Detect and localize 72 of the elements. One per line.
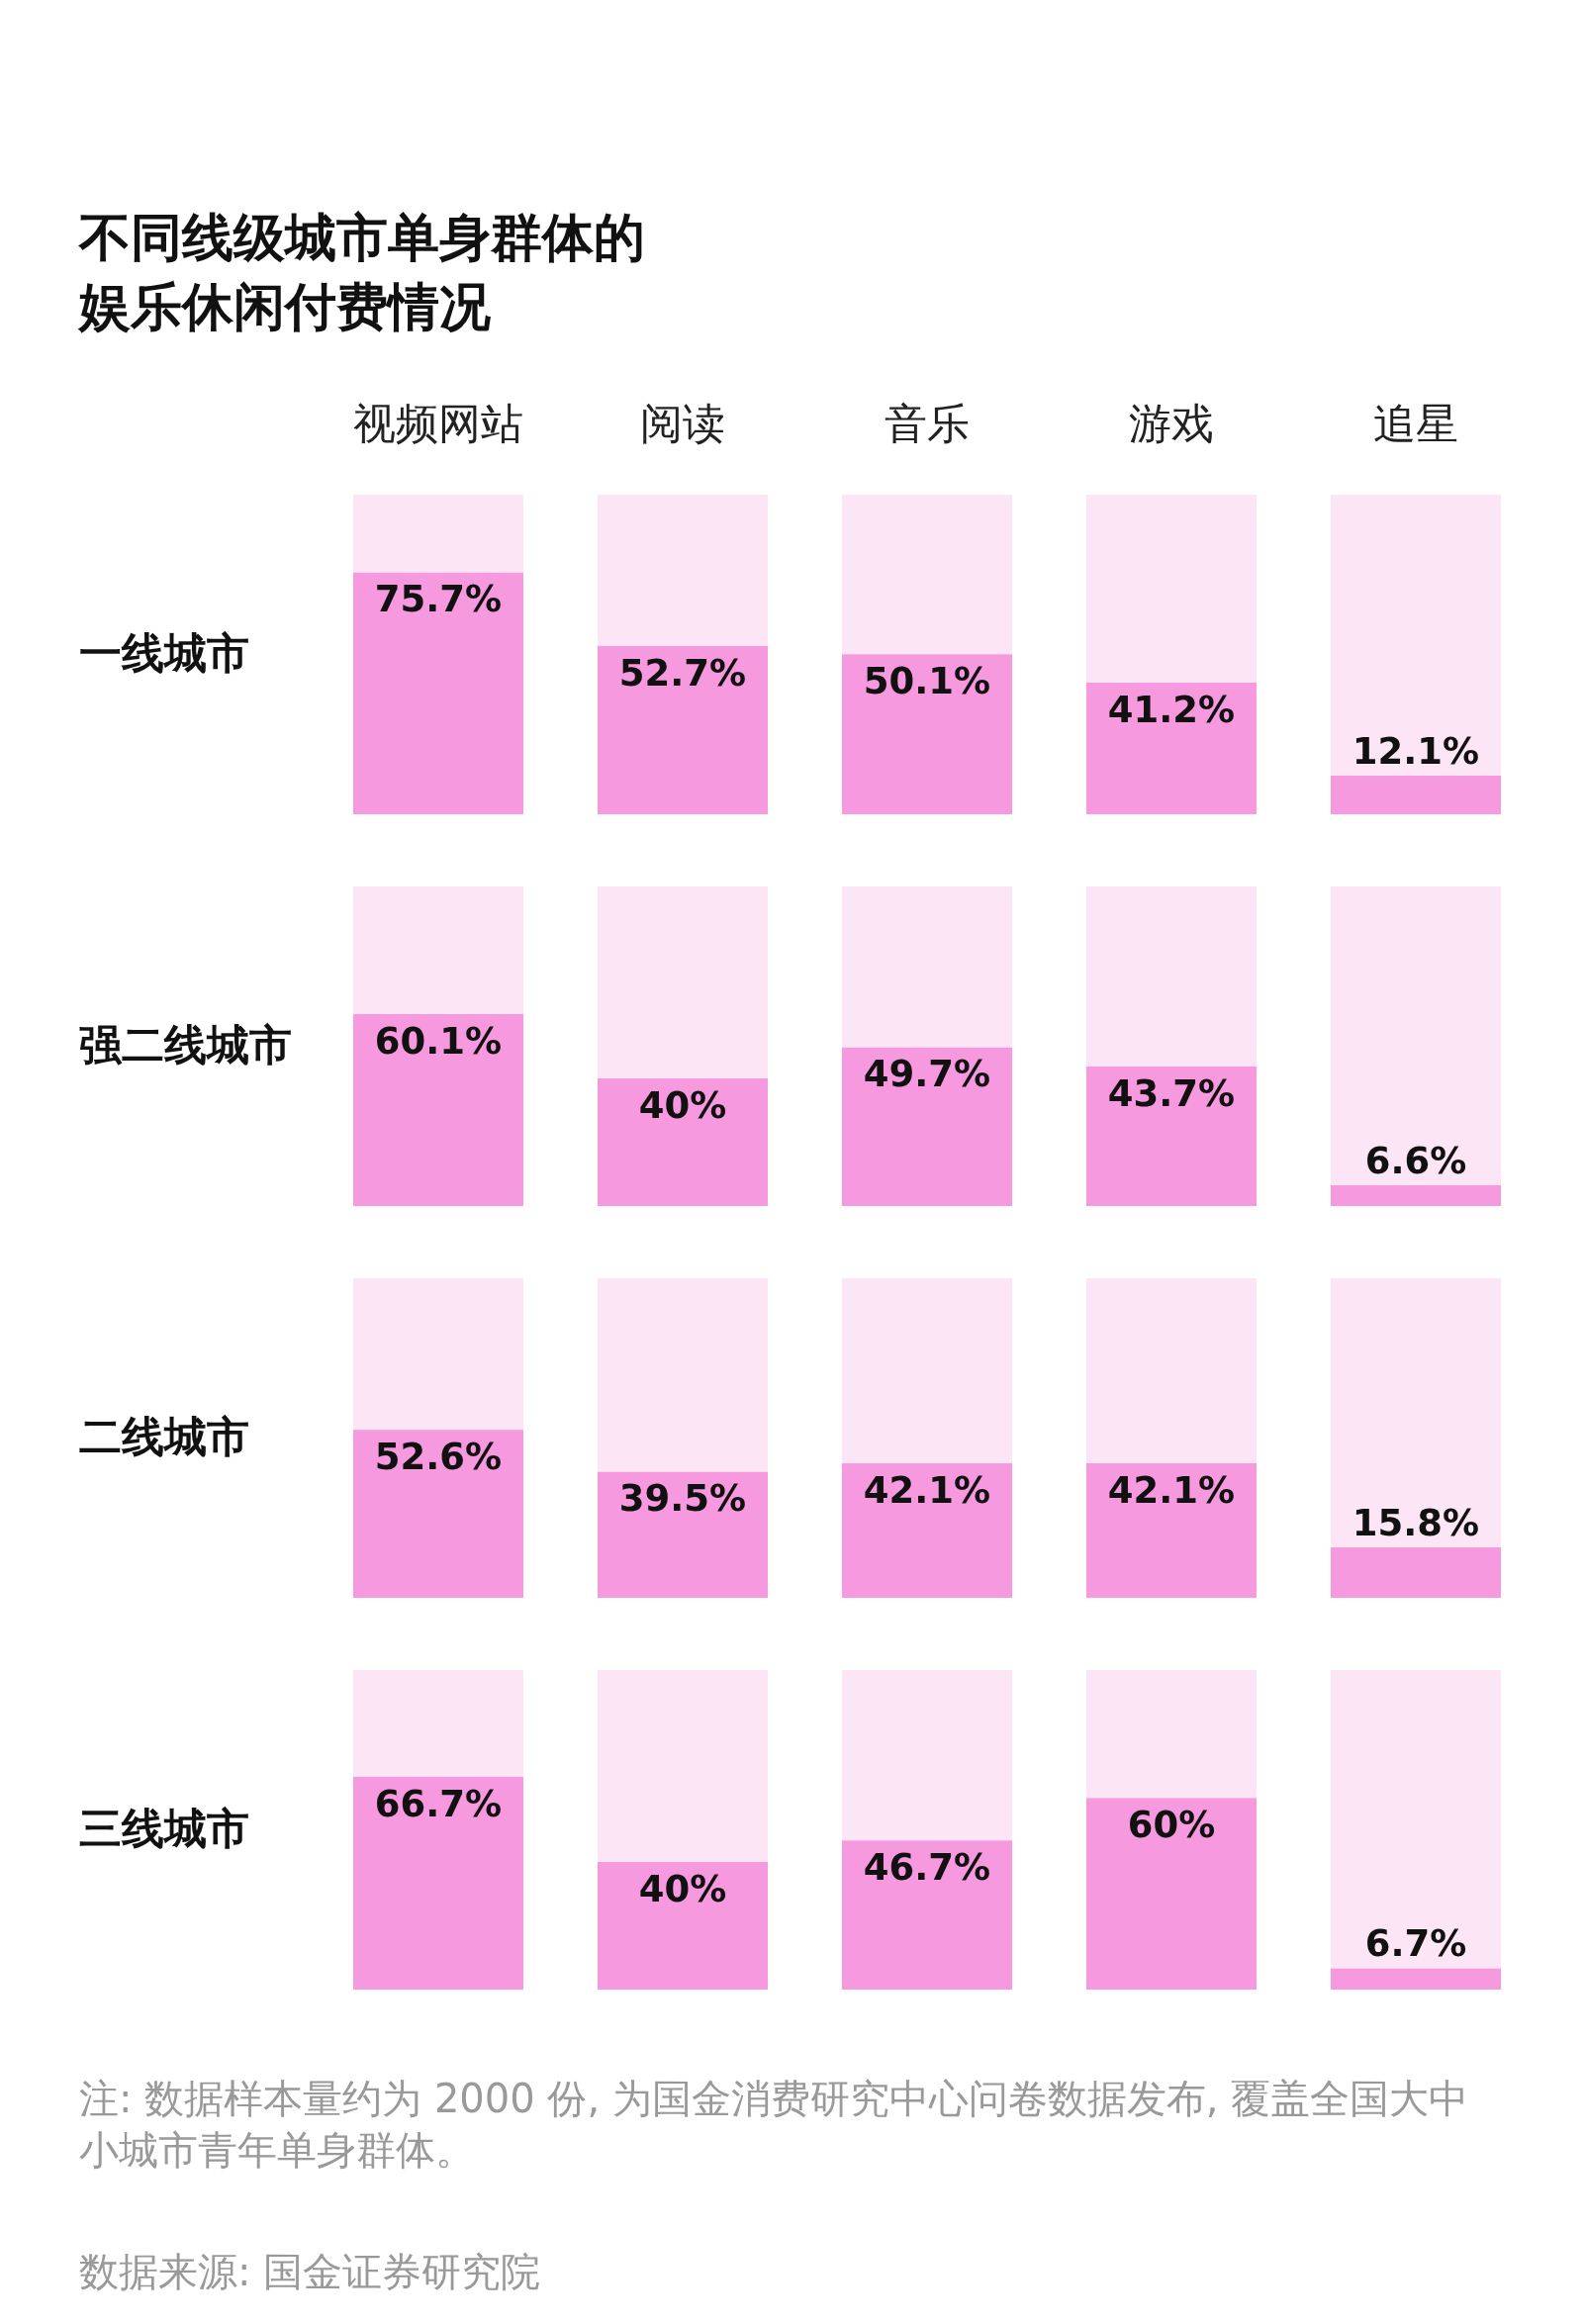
data-label: 43.7% [1107,1071,1236,1115]
data-label: 6.7% [1364,1922,1467,1966]
bar [1331,495,1501,776]
bar [598,1670,768,1862]
bar [598,1077,768,1206]
x-tick-label: 游戏 [1128,398,1215,450]
bar [1086,1670,1257,1799]
bar [1086,1463,1257,1598]
bar [598,1861,768,1990]
data-label: 40% [638,1867,727,1910]
bar [842,1047,1012,1206]
y-axis-title: 三线城市 [79,1802,250,1855]
bar [1331,1670,1501,1969]
bar [1331,1184,1501,1206]
bar [598,495,768,646]
x-tick-label: 阅读 [639,398,726,450]
data-label: 12.1% [1351,729,1480,773]
y-axis-title: 一线城市 [79,626,250,680]
bar [353,886,523,1014]
data-label: 42.1% [1107,1469,1236,1513]
bar [842,1670,1012,1841]
data-label: 60% [1127,1804,1216,1847]
data-label: 15.8% [1351,1501,1480,1544]
data-label: 50.1% [863,660,991,703]
bar [353,1013,523,1206]
y-axis-title: 强二线城市 [79,1018,293,1071]
bar [842,654,1012,814]
bar [598,1278,768,1472]
bar [1086,886,1257,1067]
bar [353,1776,523,1990]
bar [1086,1066,1257,1206]
data-label: 40% [638,1083,727,1127]
y-axis-title: 二线城市 [79,1410,250,1463]
bar [598,1471,768,1598]
source-note: 数据来源: 国金证券研究院 [79,2248,542,2296]
bar [1331,886,1501,1185]
bar [842,495,1012,655]
bar [1331,775,1501,814]
bar [842,886,1012,1048]
data-label: 49.7% [863,1053,991,1096]
bar [598,645,768,814]
bar [1331,1278,1501,1547]
data-label: 60.1% [374,1019,503,1063]
bar [1086,1798,1257,1990]
data-label: 46.7% [863,1846,991,1890]
bar [353,572,523,814]
bar [842,1463,1012,1598]
data-label: 52.7% [618,651,747,695]
bar [1331,1968,1501,1990]
data-label: 6.6% [1364,1139,1467,1182]
chart-title: 不同线级城市单身群体的娱乐休闲付费情况 [79,207,646,338]
bar [353,1670,523,1777]
bar [353,1278,523,1431]
bar [842,1278,1012,1464]
bar [353,1430,523,1598]
bar [1331,1546,1501,1598]
x-tick-label: 追星 [1372,398,1459,450]
data-label: 75.7% [374,578,503,621]
bar [598,886,768,1078]
text: 注: 数据样本量约为 2000 份, 为国金消费研究中心问卷数据发布, 覆盖全国大中小城市青年单身群体。 [79,2075,1470,2175]
data-label: 41.2% [1107,688,1236,731]
data-label: 66.7% [374,1782,503,1825]
bar [1086,682,1257,814]
bar [842,1840,1012,1990]
x-tick-label: 音乐 [884,398,971,450]
bar [1086,495,1257,683]
data-label: 52.6% [374,1436,503,1479]
bar [353,495,523,573]
x-tick-label: 视频网站 [352,398,524,450]
data-label: 39.5% [618,1477,747,1521]
bar [1086,1278,1257,1464]
data-label: 42.1% [863,1469,991,1513]
